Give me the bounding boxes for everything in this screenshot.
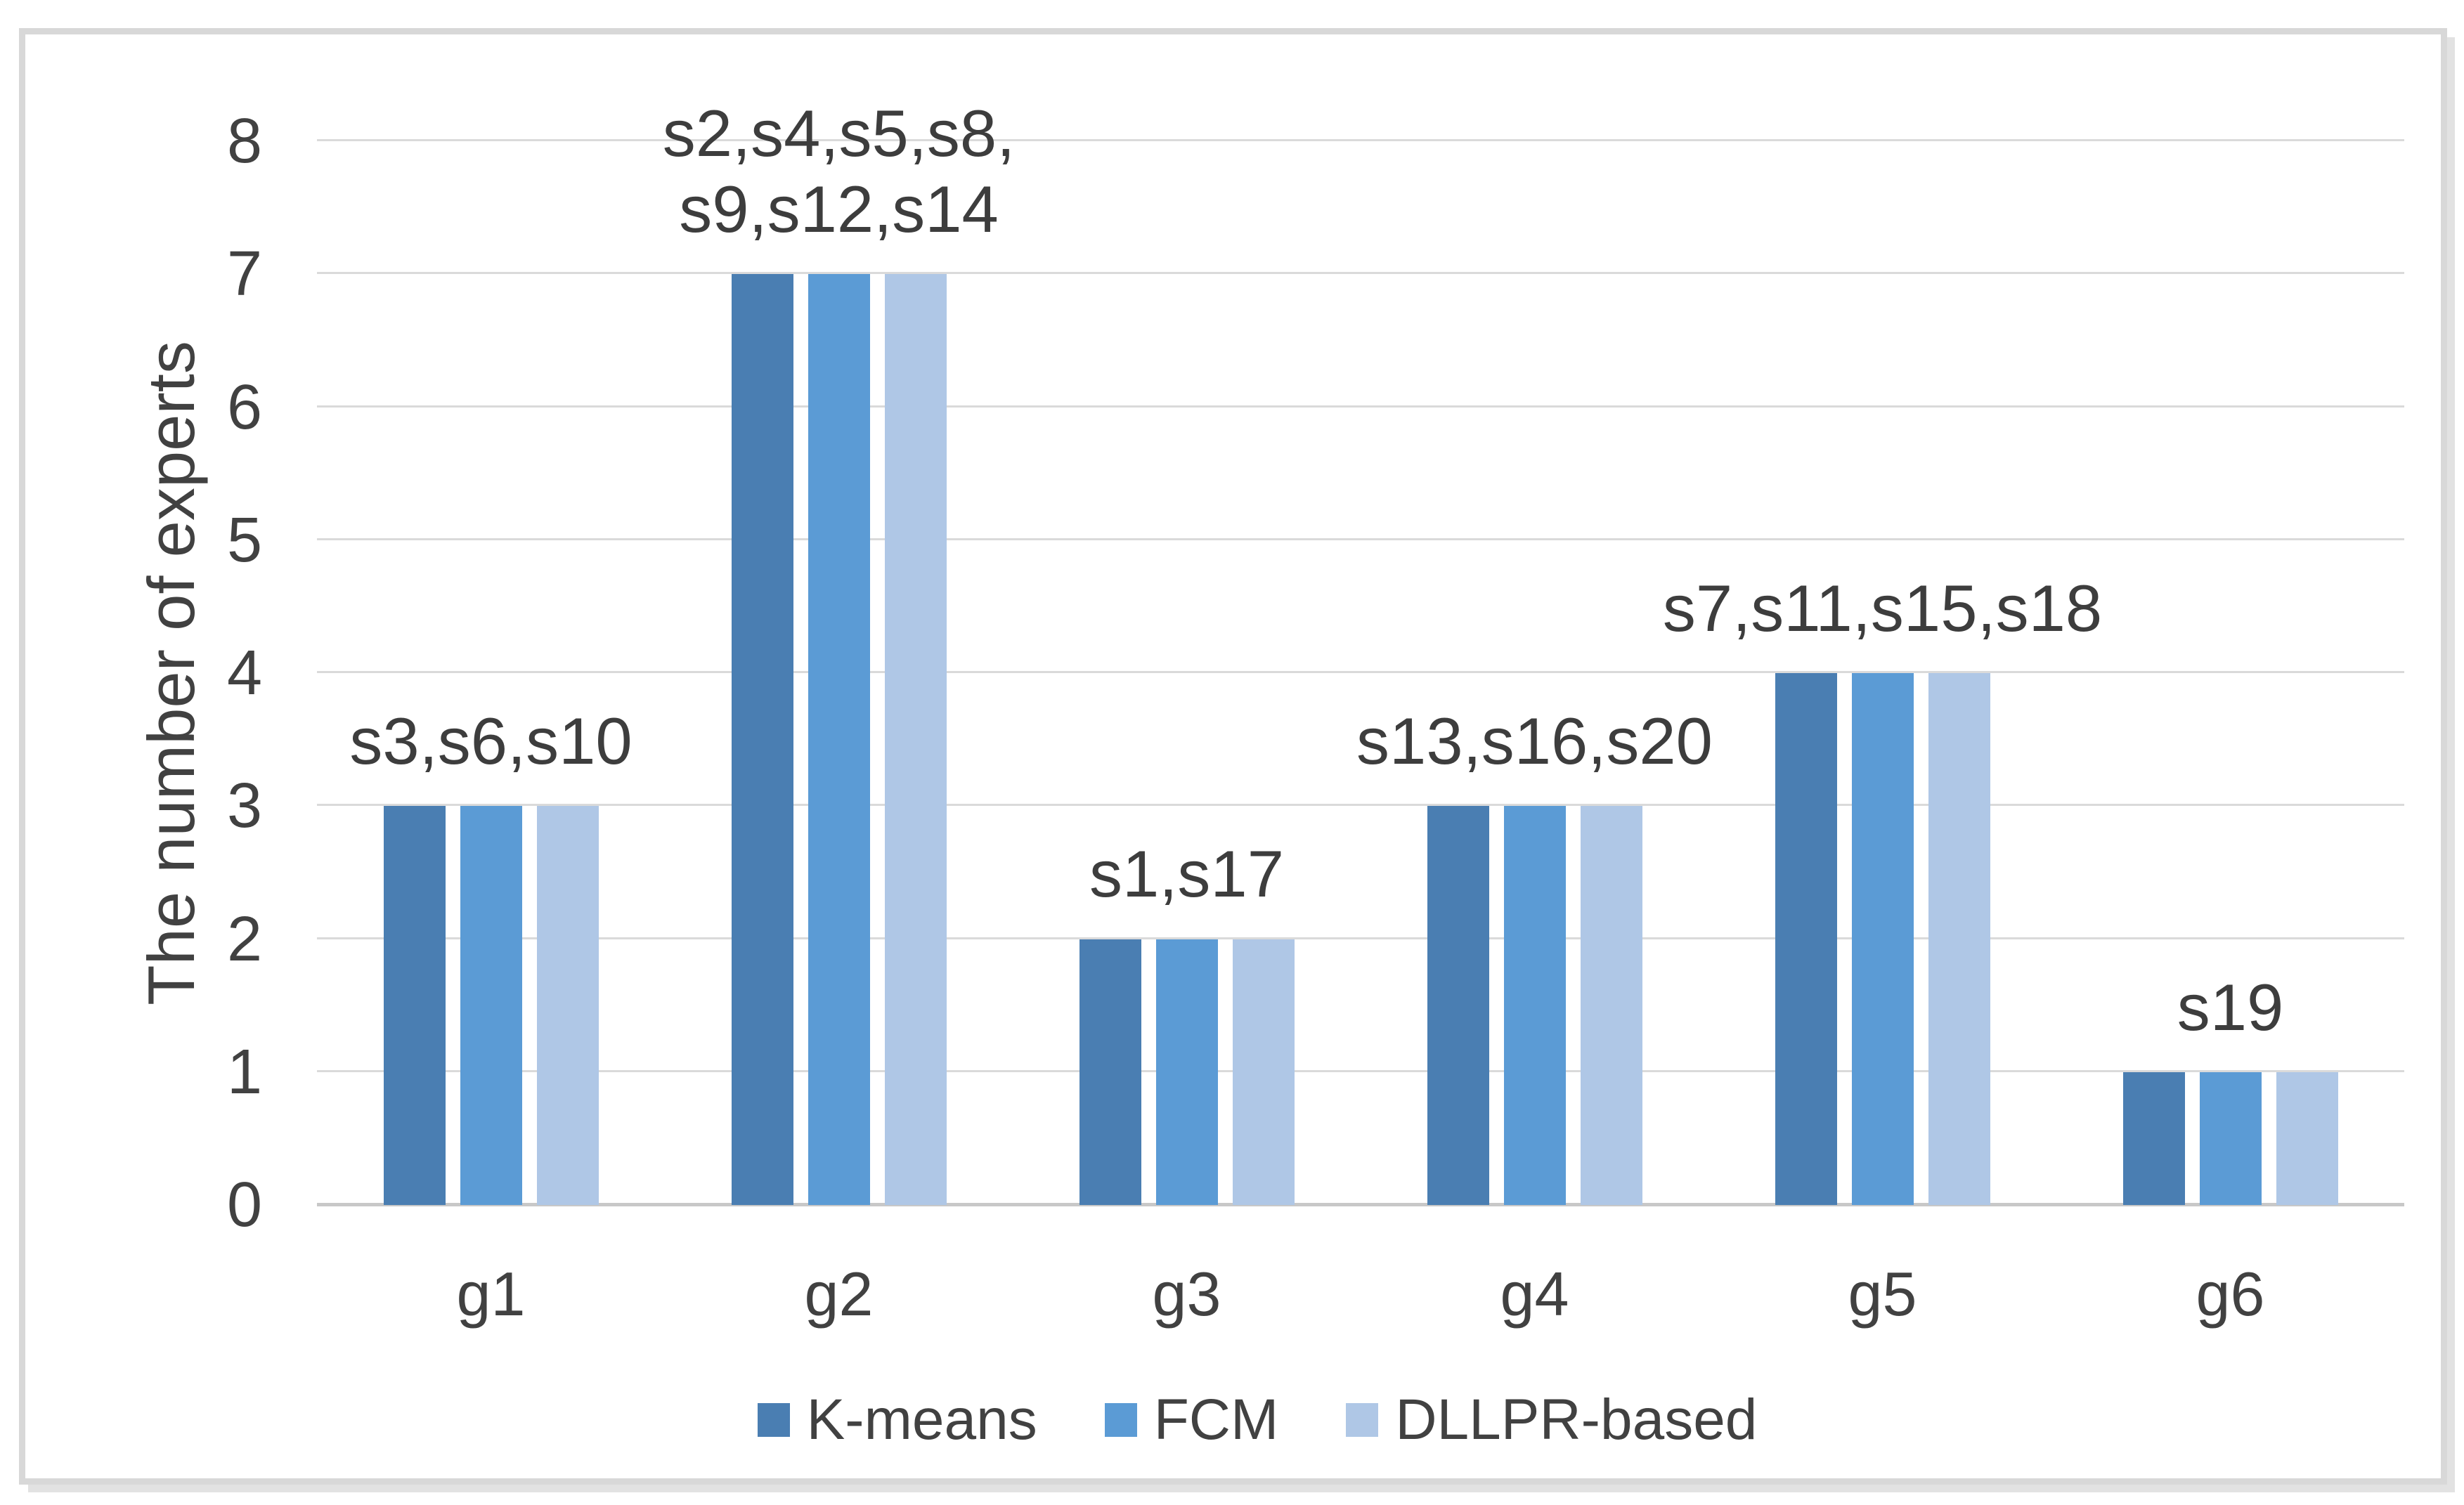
bar-dllpr-based-g5 (1928, 673, 1990, 1205)
y-tick-label: 4 (226, 638, 262, 708)
bar-dllpr-based-g1 (537, 806, 599, 1205)
bar-dllpr-based-g3 (1233, 939, 1295, 1205)
y-tick-label: 2 (226, 904, 262, 975)
legend-swatch-icon (1104, 1403, 1137, 1437)
bar-dllpr-based-g4 (1581, 806, 1642, 1205)
x-category-label-g4: g4 (1500, 1259, 1569, 1329)
bar-k-means-g4 (1427, 806, 1489, 1205)
x-category-label-g6: g6 (2196, 1259, 2265, 1329)
legend-label: FCM (1153, 1388, 1279, 1452)
y-tick-label: 7 (226, 239, 262, 310)
x-category-label-g1: g1 (456, 1259, 526, 1329)
x-category-label-g2: g2 (804, 1259, 874, 1329)
legend-item-fcm: FCM (1104, 1388, 1279, 1452)
bar-k-means-g6 (2122, 1071, 2185, 1205)
legend-item-k-means: K-means (757, 1388, 1037, 1452)
y-tick-label: 0 (226, 1170, 262, 1240)
x-axis-line (317, 1203, 2404, 1206)
gridline-y4 (317, 671, 2404, 673)
bar-k-means-g5 (1775, 673, 1837, 1205)
legend-label: K-means (806, 1388, 1037, 1452)
bar-group-annotation-g5: s7,s11,s15,s18 (1662, 571, 2103, 645)
bar-fcm-g5 (1851, 673, 1914, 1205)
bar-k-means-g3 (1079, 939, 1141, 1205)
bar-fcm-g3 (1155, 939, 1218, 1205)
bar-group-annotation-g3: s1,s17 (1089, 837, 1284, 911)
y-axis-tick-labels: 0 1 2 3 4 5 6 7 8 (25, 106, 268, 1240)
y-tick-label: 6 (226, 372, 262, 443)
legend-label: DLLPR-based (1395, 1388, 1758, 1452)
gridline-y7 (317, 272, 2404, 275)
legend-item-dllpr-based: DLLPR-based (1346, 1391, 1757, 1449)
bar-fcm-g1 (460, 806, 522, 1205)
bar-k-means-g2 (731, 274, 793, 1205)
legend-swatch-icon (757, 1403, 790, 1437)
bar-fcm-g2 (808, 274, 870, 1205)
legend-swatch-icon (1346, 1403, 1379, 1437)
gridline-y2 (317, 937, 2404, 939)
y-tick-label: 3 (226, 771, 262, 842)
x-category-label-g3: g3 (1152, 1259, 1221, 1329)
legend: K-means FCM DLLPR-based (25, 1385, 2464, 1455)
bar-dllpr-based-g6 (2276, 1071, 2338, 1205)
gridline-y5 (317, 538, 2404, 540)
bar-group-annotation-g1: s3,s6,s10 (349, 704, 633, 778)
bar-k-means-g1 (383, 806, 446, 1205)
x-axis-category-labels: g1 g2 g3 g4 g5 g6 (317, 1258, 2404, 1336)
y-tick-label: 8 (226, 106, 262, 176)
plot-area: s3,s6,s10 s2,s4,s5,s8, s9,s12,s14 s1,s17 s1… (317, 96, 2404, 1206)
bar-group-annotation-g2: s2,s4,s5,s8, s9,s12,s14 (662, 96, 1016, 247)
bar-fcm-g6 (2199, 1071, 2262, 1205)
bar-fcm-g4 (1503, 806, 1566, 1205)
bar-group-annotation-g4: s13,s16,s20 (1356, 704, 1713, 778)
gridline-y8 (317, 139, 2404, 141)
gridline-y3 (317, 804, 2404, 807)
bar-group-annotation-g6: s19 (2177, 970, 2284, 1044)
x-category-label-g5: g5 (1848, 1259, 1917, 1329)
bar-dllpr-based-g2 (885, 274, 947, 1205)
gridline-y1 (317, 1069, 2404, 1072)
gridline-y6 (317, 405, 2404, 408)
y-tick-label: 1 (226, 1036, 262, 1107)
y-tick-label: 5 (226, 504, 262, 575)
